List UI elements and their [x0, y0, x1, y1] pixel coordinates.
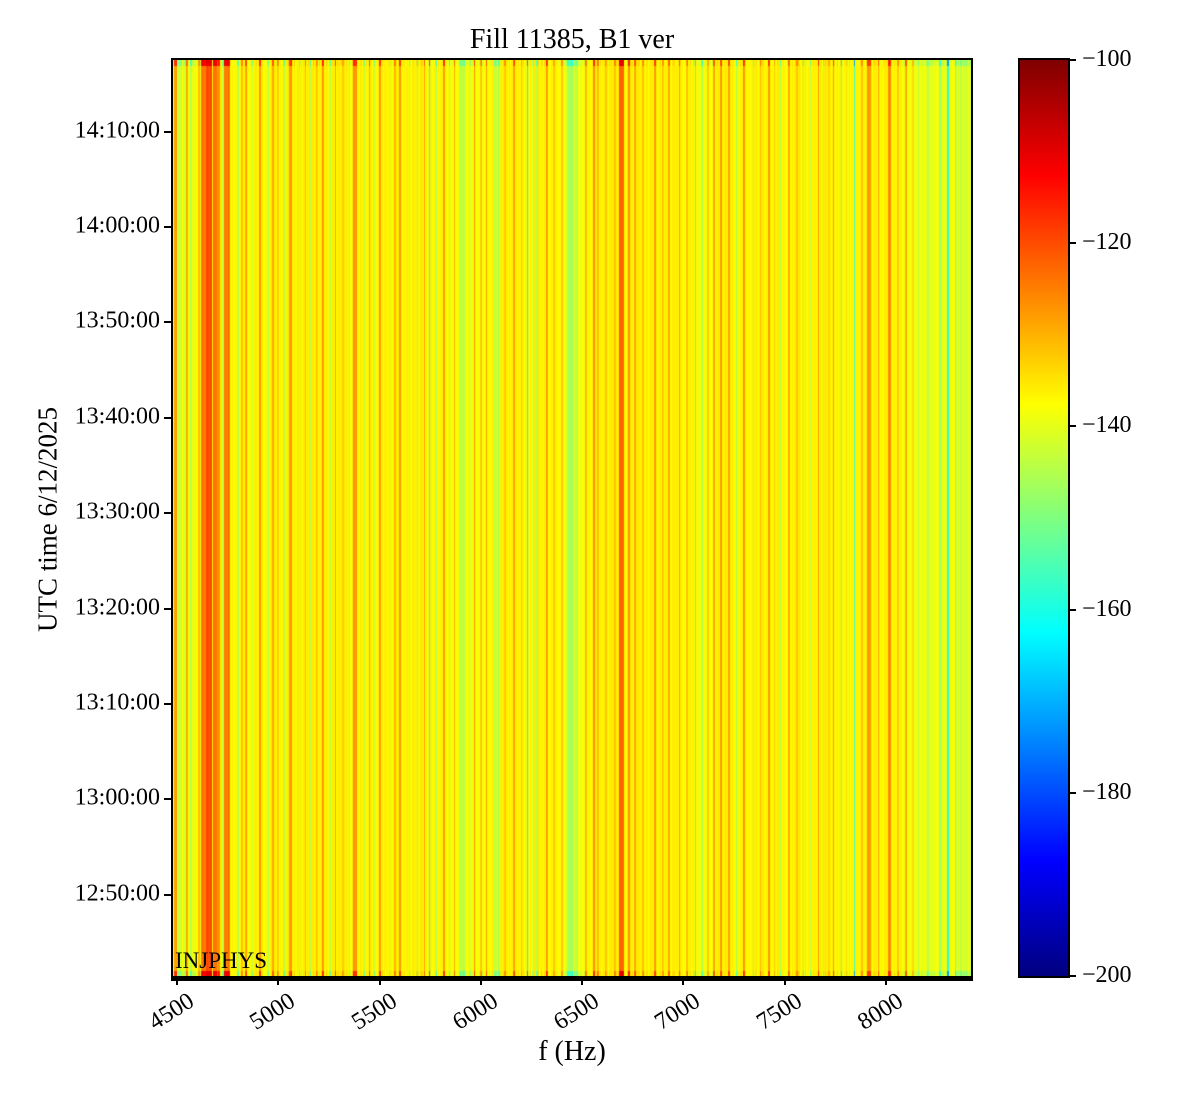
y-tick-mark: [164, 130, 172, 133]
y-tick-label: 14:00:00: [74, 212, 160, 239]
x-tick-label: 6000: [448, 988, 503, 1036]
y-tick-label: 13:20:00: [74, 594, 160, 621]
x-tick-mark: [783, 977, 786, 985]
colorbar-tick-mark: [1068, 242, 1076, 245]
colorbar-tick-mark: [1068, 608, 1076, 611]
y-tick-mark: [164, 225, 172, 228]
x-tick-label: 5500: [346, 988, 402, 1036]
colorbar-tick-mark: [1068, 975, 1076, 977]
colorbar-tick-label: −140: [1082, 412, 1132, 439]
y-tick-label: 14:10:00: [74, 116, 160, 143]
colorbar-tick-mark: [1068, 59, 1076, 61]
y-tick-label: 13:00:00: [74, 784, 160, 811]
x-tick-label: 7000: [650, 988, 706, 1036]
x-tick-label: 8000: [853, 988, 908, 1036]
y-tick-label: 13:50:00: [74, 307, 160, 334]
y-tick-mark: [164, 321, 172, 324]
y-tick-mark: [164, 607, 172, 610]
y-tick-label: 13:30:00: [74, 498, 160, 525]
colorbar-tick-mark: [1068, 425, 1076, 428]
colorbar-tick-mark: [1068, 791, 1076, 794]
y-tick-mark: [164, 893, 172, 896]
y-tick-label: 13:10:00: [74, 689, 160, 716]
spectrogram-heatmap: [173, 60, 971, 976]
x-tick-label: 6500: [549, 988, 604, 1036]
x-tick-label: 4500: [144, 988, 199, 1036]
colorbar: [1020, 60, 1068, 976]
injphys-annotation: INJPHYS: [175, 948, 268, 973]
x-axis-label: f (Hz): [538, 1036, 606, 1067]
colorbar-tick-label: −200: [1082, 961, 1132, 988]
y-tick-mark: [164, 512, 172, 515]
colorbar-tick-label: −180: [1082, 778, 1132, 805]
chart-title: Fill 11385, B1 ver: [469, 24, 675, 55]
x-tick-mark: [479, 977, 482, 985]
y-tick-label: 13:40:00: [74, 403, 160, 430]
colorbar-tick-label: −120: [1082, 229, 1132, 256]
x-tick-mark: [277, 977, 280, 985]
x-tick-mark: [884, 977, 887, 985]
colorbar-tick-label: −100: [1082, 45, 1132, 72]
x-tick-label: 7500: [751, 988, 807, 1036]
y-tick-mark: [164, 416, 172, 419]
x-tick-mark: [581, 977, 584, 985]
y-tick-mark: [164, 798, 172, 801]
x-tick-mark: [682, 977, 685, 985]
x-tick-label: 5000: [245, 988, 301, 1036]
x-tick-mark: [176, 977, 179, 985]
colorbar-tick-label: −160: [1082, 595, 1132, 622]
y-tick-label: 12:50:00: [74, 880, 160, 907]
y-tick-mark: [164, 703, 172, 706]
x-tick-mark: [378, 977, 381, 985]
